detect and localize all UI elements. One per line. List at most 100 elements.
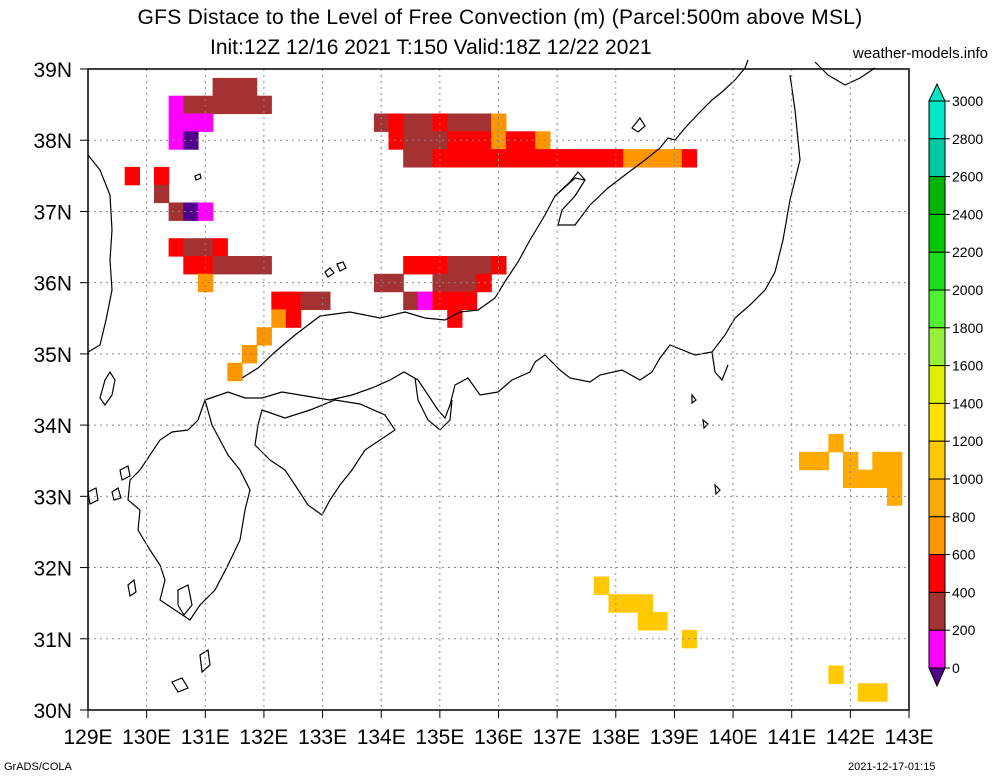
field-cell — [227, 256, 243, 275]
lon-label: 135E — [415, 726, 464, 749]
field-cell — [491, 149, 507, 168]
field-cell — [579, 149, 595, 168]
colorbar-label: 600 — [952, 547, 976, 563]
graticule — [88, 69, 909, 710]
field-cell — [241, 77, 258, 97]
lon-label: 143E — [884, 726, 933, 749]
field-cell — [388, 273, 404, 293]
field-cell — [447, 309, 463, 328]
sado-island — [631, 116, 646, 133]
colorbar-swatch — [928, 440, 946, 480]
ulleung-island — [194, 173, 202, 181]
field-cell — [154, 184, 170, 204]
colorbar-label: 1200 — [952, 433, 983, 449]
field-cell — [388, 113, 404, 132]
field-cell — [198, 95, 214, 115]
lon-label: 141E — [767, 726, 816, 749]
field-cell — [828, 665, 844, 684]
timestamp: 2021-12-17-01:15 — [848, 761, 936, 773]
field-cell — [652, 612, 668, 631]
field-cell — [168, 131, 184, 150]
colorbar-swatch — [928, 213, 946, 253]
field-cell — [198, 238, 214, 257]
colorbar-label: 400 — [952, 584, 976, 600]
field-cell — [256, 256, 272, 275]
field-cell — [168, 202, 184, 221]
shikoku-coast — [254, 399, 396, 516]
kii-peninsula — [414, 377, 453, 431]
field-cell — [828, 434, 844, 453]
field-cell — [432, 131, 448, 150]
lat-label: 30N — [33, 700, 72, 723]
field-cell — [887, 451, 903, 471]
field-cell — [461, 113, 478, 132]
field-cell — [637, 594, 654, 613]
field-cell — [198, 202, 214, 221]
lon-label: 137E — [533, 726, 582, 749]
colorbar-label: 800 — [952, 509, 976, 525]
field-cell — [212, 256, 228, 275]
amakusa — [177, 584, 193, 617]
lat-label: 39N — [33, 59, 72, 82]
field-cell — [564, 149, 580, 168]
latitude-labels: 39N 38N 37N 36N 35N 34N 33N 32N 31N 30N — [33, 59, 88, 723]
noto-peninsula — [554, 171, 586, 197]
field-cell — [256, 327, 272, 346]
field-cell — [183, 256, 199, 275]
site-credit: weather-models.info — [852, 45, 988, 62]
colorbar-label: 200 — [952, 622, 976, 638]
yakushima — [171, 677, 189, 693]
tsushima — [99, 370, 116, 407]
lon-label: 138E — [591, 726, 640, 749]
field-cell — [183, 113, 199, 132]
field-cell — [623, 594, 639, 613]
field-cell — [637, 149, 654, 168]
field-cell — [608, 149, 624, 168]
colorbar-label: 1600 — [952, 358, 983, 374]
field-cell — [417, 291, 434, 310]
hokkaido-coast — [814, 61, 876, 86]
field-cell — [388, 131, 404, 150]
field-cell — [212, 95, 228, 115]
lon-label: 133E — [298, 726, 347, 749]
colorbar-swatch — [928, 176, 946, 215]
honshu-sea-coast — [241, 59, 749, 379]
field-cell — [813, 451, 829, 471]
field-cell — [373, 273, 390, 293]
colorbar-label: 1800 — [952, 320, 983, 336]
honshu-pacific-coast — [204, 74, 801, 420]
field-cell — [432, 273, 448, 293]
field-cell — [623, 149, 639, 168]
field-cell — [681, 149, 698, 168]
longitude-labels: 129E 130E 131E 132E 133E 134E 135E 136E 137E 138E… — [63, 710, 934, 749]
field-cell — [417, 149, 434, 168]
colorbar-swatch — [928, 629, 946, 669]
lat-label: 31N — [33, 629, 72, 652]
field-cell — [198, 256, 214, 275]
izu-islands — [691, 393, 721, 496]
tanegashima — [199, 648, 211, 674]
field-cell — [447, 256, 463, 275]
oki-islands — [324, 261, 347, 278]
field-cell — [887, 469, 903, 488]
field-cell — [432, 291, 448, 310]
lon-label: 129E — [63, 726, 112, 749]
field-cell — [461, 256, 478, 275]
field-cell — [403, 291, 419, 310]
field-cell — [549, 149, 566, 168]
lon-label: 132E — [239, 726, 288, 749]
colorbar-label: 1000 — [952, 471, 983, 487]
lon-label: 134E — [357, 726, 406, 749]
field-cell — [241, 345, 258, 364]
field-cell — [271, 309, 287, 328]
colorbar-label: 2200 — [952, 244, 983, 260]
chart-subtitle: Init:12Z 12/16 2021 T:150 Valid:18Z 12/2… — [210, 36, 652, 59]
field-cell — [373, 113, 390, 132]
colorbar-label: 1400 — [952, 395, 983, 411]
field-cell — [491, 256, 507, 275]
field-cell — [227, 77, 243, 97]
field-cell — [857, 469, 873, 488]
field-cell — [198, 113, 214, 132]
field-cell — [212, 77, 228, 97]
